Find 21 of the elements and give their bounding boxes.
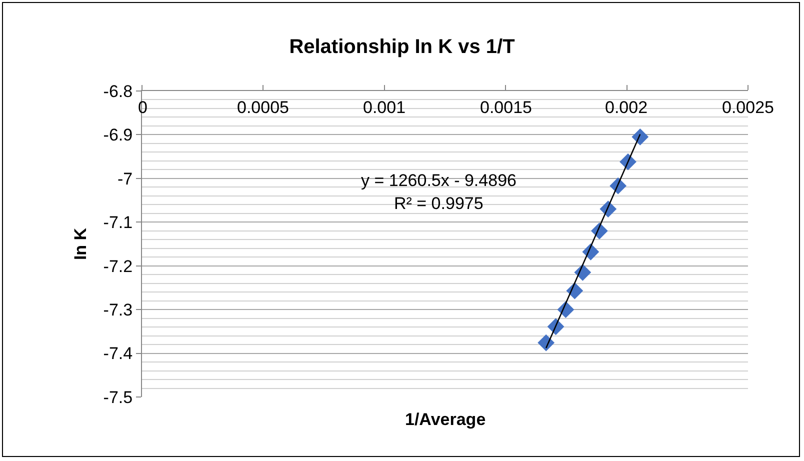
x-tick-label: 0.0015 bbox=[480, 98, 532, 117]
point bbox=[538, 334, 555, 352]
y-tick-label: -6.9 bbox=[103, 126, 133, 145]
x-tick-label: 0.002 bbox=[605, 98, 648, 117]
x-tick-label: 0.001 bbox=[363, 98, 406, 117]
point bbox=[632, 128, 649, 146]
y-tick-label: -7 bbox=[117, 169, 133, 188]
y-axis-title: In K bbox=[70, 227, 90, 260]
y-tick-label: -7.2 bbox=[103, 256, 133, 276]
y-tick-label: -7.3 bbox=[103, 300, 133, 320]
annotation: y = 1260.5x - 9.4896 bbox=[361, 171, 516, 190]
x-tick-label: 0 bbox=[138, 98, 148, 117]
y-tick-label: -7.4 bbox=[103, 344, 133, 364]
y-tick-label: -7.1 bbox=[103, 213, 133, 232]
chart-title: Relationship In K vs 1/T bbox=[289, 36, 515, 58]
x-axis-title: 1/Average bbox=[405, 410, 486, 429]
y-tick-label: -7.5 bbox=[103, 388, 133, 407]
x-tick-label: 0.0005 bbox=[237, 98, 289, 117]
x-tick-label: 0.0025 bbox=[722, 98, 774, 117]
annotation: R² = 0.9975 bbox=[394, 194, 484, 213]
y-tick-label: -6.8 bbox=[103, 82, 133, 101]
